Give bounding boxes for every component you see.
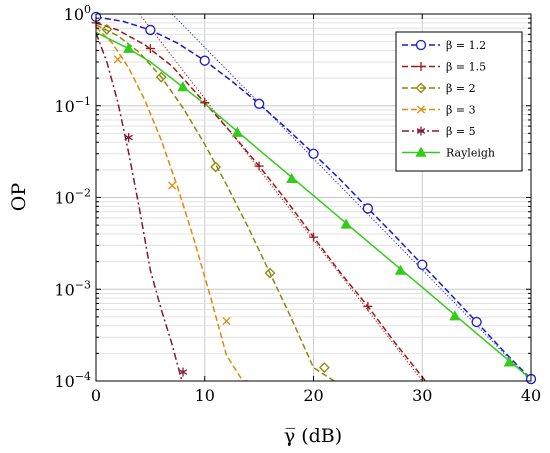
- legend-label: β = 2: [446, 82, 476, 95]
- triangle-marker: [340, 218, 352, 229]
- star-marker: [124, 133, 133, 143]
- plus-marker: [416, 62, 426, 71]
- x-tick-label: 20: [303, 386, 323, 405]
- triangle-marker: [394, 264, 407, 275]
- triangle-marker: [449, 310, 461, 321]
- x-tick-labels: 0 10 20 30 40: [91, 386, 541, 405]
- legend-label: β = 3: [446, 104, 476, 117]
- legend-label: β = 5: [446, 125, 476, 138]
- triangle-marker: [231, 126, 243, 137]
- diamond-marker: [318, 362, 330, 374]
- triangle-marker: [503, 356, 515, 367]
- plus-marker: [200, 98, 210, 108]
- circle-marker: [308, 148, 319, 159]
- series-line: [96, 32, 183, 381]
- x-marker: [222, 317, 231, 326]
- legend-label: β = 1.2: [446, 39, 486, 52]
- x-marker: [416, 105, 426, 114]
- plus-marker: [145, 44, 155, 54]
- y-tick-label: 10−3: [54, 278, 91, 299]
- y-tick-label: 10−2: [54, 187, 91, 208]
- circle-marker: [253, 98, 265, 109]
- circle-marker: [362, 203, 374, 214]
- series-line: [96, 26, 250, 381]
- x-tick-label: 30: [412, 386, 432, 405]
- x-tick-label: 40: [521, 386, 541, 405]
- series-line: [96, 24, 335, 381]
- diamond-marker: [415, 82, 427, 94]
- triangle-marker: [177, 81, 189, 92]
- legend-label: Rayleigh: [446, 147, 495, 160]
- y-tick-label: 10−1: [54, 95, 91, 116]
- circle-marker: [145, 24, 156, 36]
- asymptote-line: [171, 14, 531, 381]
- triangle-marker: [123, 42, 135, 53]
- legend-box: [395, 31, 523, 172]
- x-tick-label: 0: [91, 386, 101, 405]
- diamond-marker: [210, 161, 222, 173]
- circle-marker: [417, 259, 428, 270]
- asymptote-line: [139, 14, 423, 381]
- diamond-marker: [264, 267, 276, 279]
- circle-marker: [471, 316, 482, 328]
- star-marker: [416, 126, 426, 136]
- axis-ticks: [95, 13, 532, 382]
- diamond-marker: [155, 71, 167, 83]
- triangle-marker: [415, 146, 427, 157]
- series-line: [96, 31, 531, 380]
- circle-marker: [199, 55, 210, 66]
- triangle-marker: [286, 172, 298, 184]
- y-tick-label: 100: [64, 3, 91, 24]
- diamond-marker: [101, 23, 113, 35]
- legend: β = 1.2 β = 1.5 β = 2 β = 3 β = 5 Rayleigh: [395, 31, 523, 172]
- plus-marker: [363, 301, 373, 311]
- x-tick-label: 10: [195, 386, 215, 405]
- y-tick-labels: 100 10−1 10−2 10−3 10−4: [54, 3, 91, 391]
- y-tick-label: 10−4: [54, 370, 91, 391]
- legend-label: β = 1.5: [446, 61, 486, 74]
- x-marker: [113, 55, 122, 64]
- y-axis-label: OP: [8, 183, 30, 212]
- x-axis-label: γ̅ (dB): [284, 425, 342, 447]
- plus-marker: [254, 161, 264, 171]
- star-marker: [178, 367, 188, 377]
- x-marker: [168, 181, 177, 190]
- plus-marker: [309, 232, 318, 242]
- circle-marker: [415, 39, 427, 51]
